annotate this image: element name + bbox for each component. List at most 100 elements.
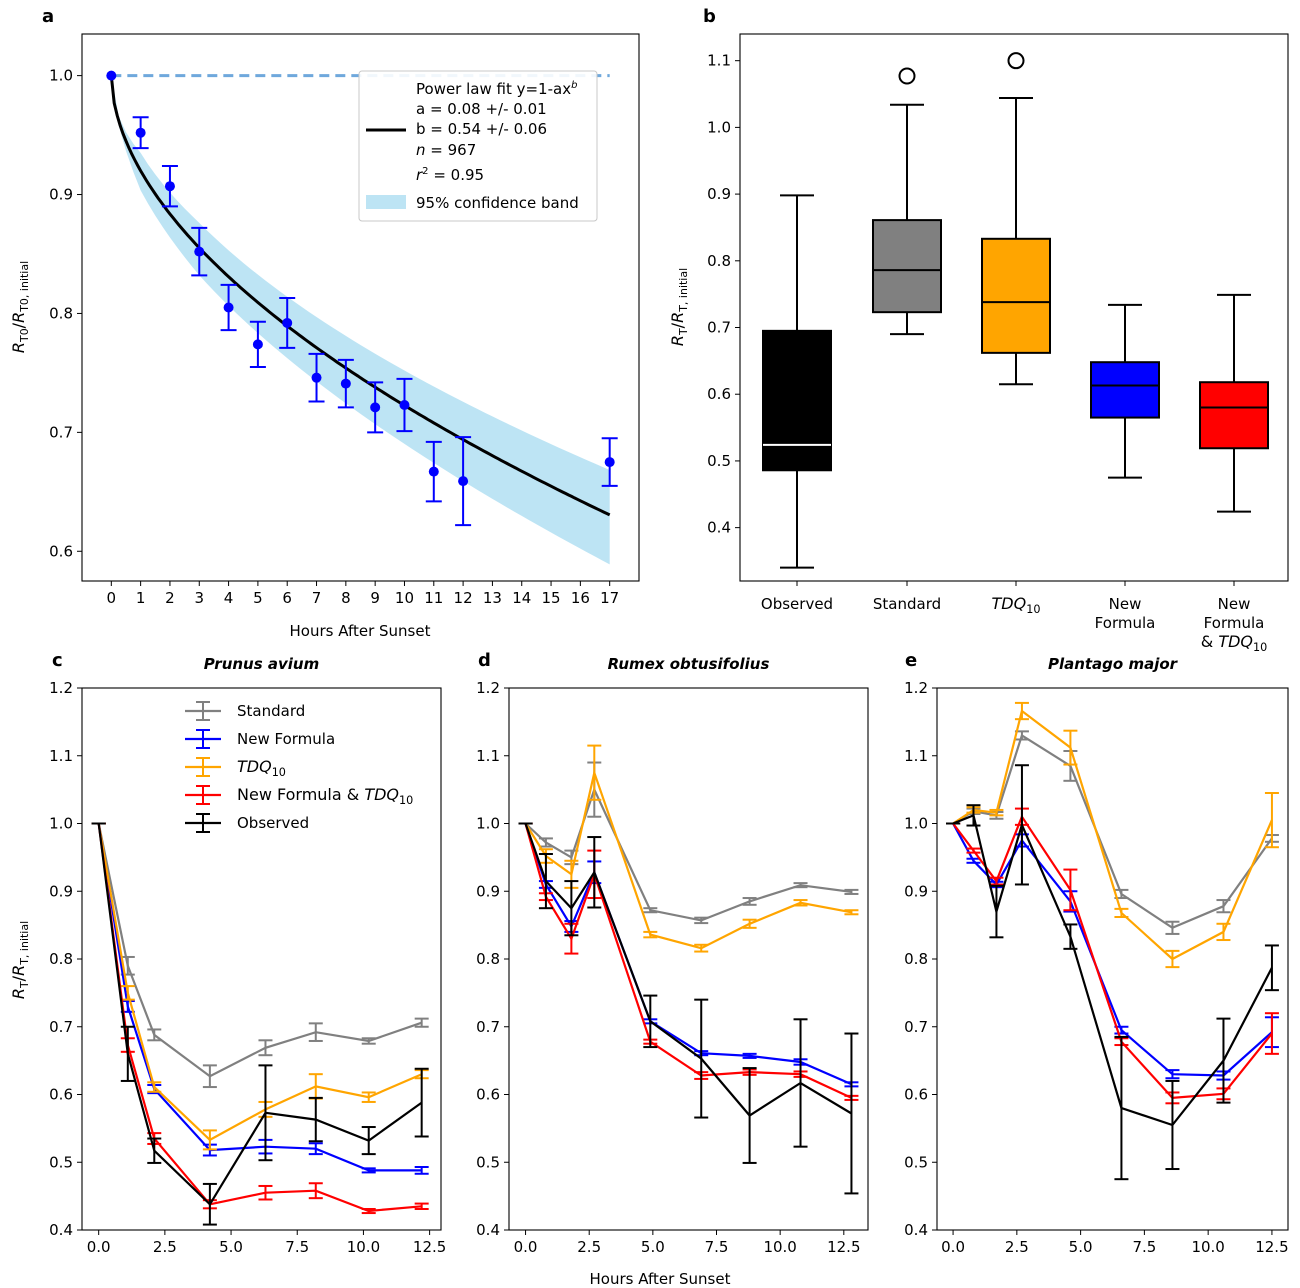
series-error-bar [844,1032,859,1195]
series-standard [91,822,429,1089]
series-tdq10 [946,701,1279,969]
label: TDQ10 [992,594,1041,616]
series-error-bar [694,998,709,1119]
x-tick-label: 5.0 [641,1238,665,1256]
series-error-bar [1165,1069,1180,1080]
series-error-bar [258,1184,273,1201]
y-axis-label: RT/RT, initial [9,921,31,999]
y-tick-label: 0.6 [707,385,731,403]
x-tick-label: 3 [194,589,204,607]
data-point [428,466,439,477]
data-point [604,457,615,468]
y-tick-label: 0.7 [49,423,73,441]
panel-a: 0 1 2 3 4 5 6 7 8 9 10 11 12 13 14 15 16 170.60.70.80.91.… [9,6,640,640]
y-tick-label: 0.5 [707,452,731,470]
series-error-bar [308,1096,323,1143]
x-tick-label: 7.5 [1132,1238,1156,1256]
series-error-bar [1063,923,1078,950]
data-point [399,400,410,411]
x-tick-label: 5.0 [1069,1238,1093,1256]
box-body [1199,381,1269,450]
series-new-formula-tdq10 [91,822,429,1215]
series-line [97,823,422,1172]
series-observed [518,822,859,1195]
y-tick-label: 0.4 [49,1221,73,1239]
axes-frame [739,33,1289,582]
y-tick-label: 0.7 [476,1018,500,1036]
data-point [164,181,175,192]
panel-title: Plantago major [1048,655,1179,673]
series-line [97,823,423,1207]
y-tick-label: 0.8 [49,950,73,968]
panel-title: Rumex obtusifolius [608,655,770,673]
x-tick-label: 10.0 [347,1238,380,1256]
legend-label: New Formula [237,730,335,748]
series-error-bar [1114,1035,1129,1181]
x-tick-label: 12.5 [827,1238,860,1256]
series-error-bar [793,1018,808,1148]
y-tick-label: 1.1 [904,747,928,765]
panel-d: 0.0 2.5 5.0 7.5 10.0 12.5 0.4 0.5 0.6 0.7 0.8 0.9 1.… [476,650,869,1256]
axes-frame [81,687,442,1231]
series-observed [91,822,429,1226]
x-tick-label: 10.0 [1191,1238,1224,1256]
y-axis-label: RT/RT, initial [668,268,690,346]
panel-label: e [905,650,917,671]
outlier [1007,52,1025,70]
series-error-bar [414,1017,429,1028]
legend: Standard New Formula TDQ10 New Formula & TD… [185,701,413,833]
y-tick-label: 0.5 [904,1153,928,1171]
x-tick-label: 7.5 [705,1238,729,1256]
legend-b: b = 0.54 +/- 0.06 [416,120,547,138]
box-3 [981,52,1051,386]
series-error-bar [793,899,808,907]
series-error-bar [844,888,859,895]
legend-a: a = 0.08 +/- 0.01 [416,100,547,118]
series-error-bar [414,1165,429,1175]
series-error-bar [742,897,757,906]
y-axis-label: RT0/RT0, initial [9,261,31,353]
y-tick-label: 1.0 [49,67,73,85]
series-error-bar [1264,792,1279,849]
y-tick-label: 1.1 [707,52,731,70]
data-point [370,402,381,413]
outlier [898,67,916,85]
x-tick-label: 2.5 [153,1238,177,1256]
y-tick-label: 1.0 [476,815,500,833]
y-tick-label: 1.2 [476,679,500,697]
confidence-band [111,75,610,565]
x-tick-label: 10.0 [763,1238,796,1256]
series-error-bar [308,1182,323,1200]
legend-r2: r2 = 0.95 [416,166,484,184]
y-tick-label: 1.1 [49,747,73,765]
x-tick-label: 12.5 [413,1238,446,1256]
panel-b: 0.4 0.5 0.6 0.7 0.8 0.9 1.0 1.1 b RT/RT, initial O… [668,6,1289,654]
series-error-bar [966,847,981,854]
series-error-bar [308,1142,323,1156]
series-error-bar [1165,949,1180,969]
y-tick-label: 0.5 [476,1153,500,1171]
series-error-bar [147,1081,162,1093]
y-tick-label: 0.8 [49,304,73,322]
y-tick-label: 0.9 [49,882,73,900]
panel-label: b [703,6,716,27]
axes-frame [508,687,869,1231]
y-tick-label: 0.8 [707,252,731,270]
y-tick-label: 0.4 [904,1221,928,1239]
y-tick-label: 0.9 [904,882,928,900]
box-5 [1199,293,1269,513]
y-tick-label: 0.7 [707,319,731,337]
y-tick-label: 0.6 [476,1086,500,1104]
axes-frame [936,687,1289,1231]
x-tick-label: 4 [224,589,234,607]
series-error-bar [202,1129,217,1151]
y-tick-label: 0.9 [476,882,500,900]
fit-line [109,75,611,517]
series-error-bar [361,1126,376,1156]
series-error-bar [587,836,602,909]
box-body [981,237,1051,354]
series-error-bar [1165,920,1180,935]
y-tick-label: 0.5 [49,1153,73,1171]
box-body [1090,361,1160,419]
